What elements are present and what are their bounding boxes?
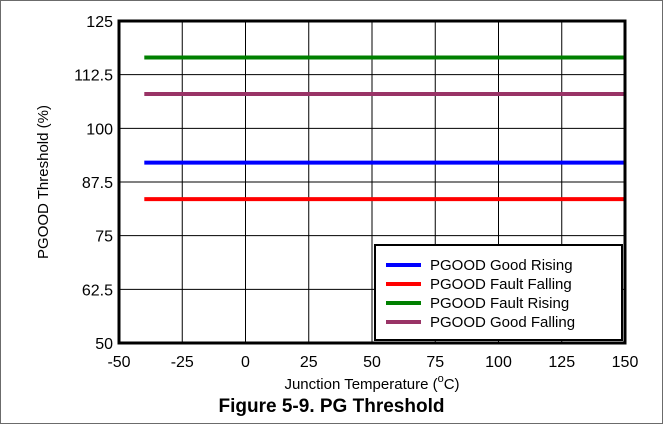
- x-axis-title: Junction Temperature (oC): [284, 373, 459, 393]
- y-tick-label: 100: [86, 121, 113, 138]
- y-axis-title: PGOOD Threshold (%): [35, 105, 52, 259]
- legend-label: PGOOD Good Falling: [430, 314, 575, 331]
- figure-caption: Figure 5-9. PG Threshold: [218, 396, 445, 417]
- y-tick-label: 112.5: [74, 68, 113, 85]
- legend-label: PGOOD Fault Falling: [430, 276, 572, 293]
- x-tick-labels: -50 -25 0 25 50 75 100 125 150: [107, 354, 638, 371]
- x-tick-label: 0: [241, 354, 250, 371]
- x-tick-label: 50: [363, 354, 381, 371]
- x-tick-label: 125: [548, 354, 575, 371]
- y-tick-label: 50: [95, 336, 113, 353]
- plot-frame: [117, 19, 627, 345]
- legend-box: [374, 244, 623, 341]
- y-tick-label: 87.5: [82, 175, 113, 192]
- x-tick-label: -25: [171, 354, 194, 371]
- y-tick-label: 125: [86, 14, 113, 31]
- legend-label: PGOOD Good Rising: [430, 257, 573, 274]
- x-tick-label: 25: [300, 354, 318, 371]
- x-tick-label: 75: [426, 354, 444, 371]
- x-tick-label: 150: [612, 354, 639, 371]
- pg-threshold-chart: -50 -25 0 25 50 75 100 125 150 50 62.5 75 87.5 100 11…: [35, 14, 638, 393]
- legend-items: PGOOD Good Rising PGOOD Fault Falling PGOO…: [386, 257, 575, 331]
- y-tick-label: 62.5: [82, 282, 113, 299]
- legend: PGOOD Good Rising PGOOD Fault Falling PGOO…: [374, 244, 623, 341]
- x-tick-label: 100: [485, 354, 512, 371]
- y-tick-labels: 50 62.5 75 87.5 100 112.5 125: [74, 14, 113, 353]
- y-tick-label: 75: [95, 229, 113, 246]
- legend-label: PGOOD Fault Rising: [430, 295, 569, 312]
- x-tick-label: -50: [107, 354, 130, 371]
- data-series: [144, 55, 625, 202]
